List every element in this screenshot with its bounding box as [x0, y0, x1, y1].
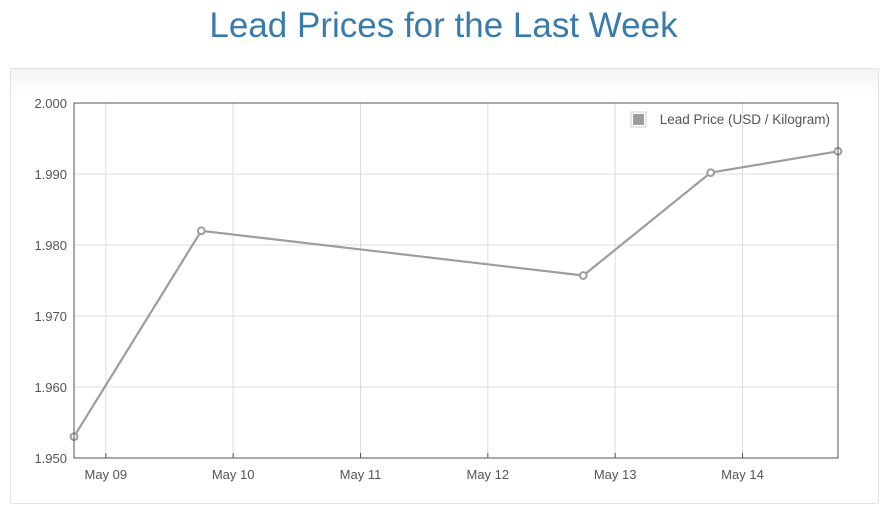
grid-lines: [74, 103, 838, 458]
legend-entry: Lead Price (USD / Kilogram): [660, 112, 830, 127]
y-tick-label: 2.000: [34, 96, 67, 111]
y-tick-label: 1.980: [34, 238, 67, 253]
page-title: Lead Prices for the Last Week: [209, 6, 678, 45]
series-line: [73, 150, 839, 438]
x-tick-label: May 14: [721, 467, 764, 482]
y-tick-label: 1.950: [34, 451, 67, 466]
data-point[interactable]: [578, 271, 588, 280]
x-tick-label: May 13: [594, 467, 637, 482]
axis-labels: 1.950 1.960 1.970 1.980 1.990 2.000 May 09 May …: [34, 96, 763, 482]
data-point[interactable]: [196, 226, 206, 236]
y-tick-label: 1.990: [34, 167, 67, 182]
y-tick-label: 1.960: [34, 380, 67, 395]
x-tick-label: May 10: [212, 467, 255, 482]
legend: Lead Price (USD / Kilogram): [630, 111, 830, 128]
series-layer: [69, 146, 843, 442]
y-tick-label: 1.970: [34, 309, 67, 324]
data-point[interactable]: [706, 168, 716, 178]
legend-swatch-fill: [633, 114, 644, 125]
x-tick-label: May 09: [85, 467, 128, 482]
plot-frame: [73, 102, 839, 459]
x-tick-label: May 12: [467, 467, 510, 482]
chart-panel: [10, 68, 879, 504]
x-tick-label: May 11: [340, 467, 382, 482]
